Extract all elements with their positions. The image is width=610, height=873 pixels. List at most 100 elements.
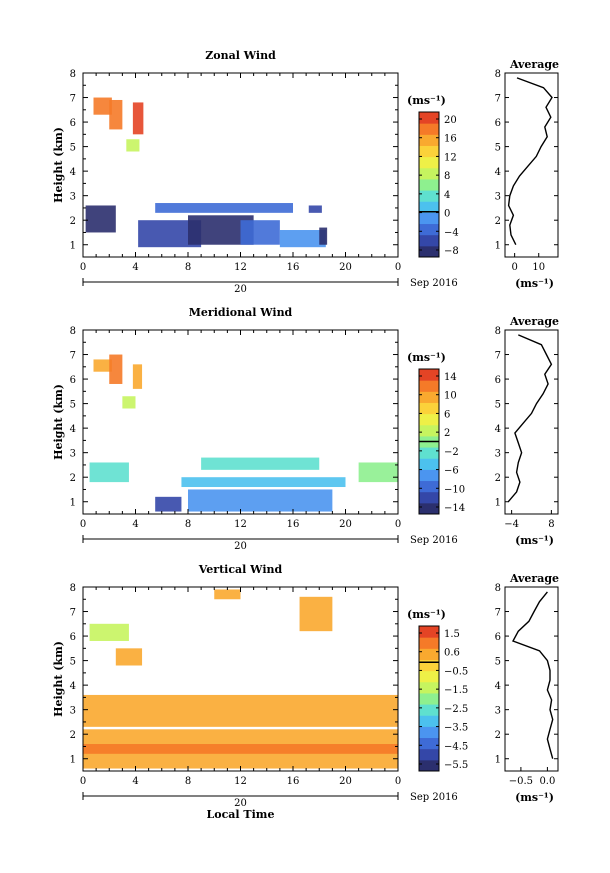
colorbar-swatch <box>419 391 439 403</box>
y-tick-label: 1 <box>70 498 76 509</box>
colorbar-swatch <box>419 123 439 135</box>
colorbar-swatch <box>419 715 439 727</box>
y-axis-label: Height (km) <box>52 641 65 717</box>
x-tick-label: 4 <box>132 519 138 530</box>
profile-y-tick-label: 5 <box>495 400 501 411</box>
profile-y-tick-label: 3 <box>495 706 501 717</box>
colorbar-swatch <box>419 201 439 213</box>
heatmap-cell <box>188 489 333 512</box>
y-tick-label: 2 <box>70 473 76 484</box>
y-tick-label: 8 <box>70 69 76 80</box>
profile-x-label: (ms⁻¹) <box>515 534 554 547</box>
y-tick-label: 4 <box>70 167 76 178</box>
profile-y-tick-label: 1 <box>495 755 501 766</box>
heatmap-cell <box>109 99 123 130</box>
colorbar-swatch <box>419 759 439 772</box>
colorbar-swatch <box>419 681 439 694</box>
profile-x-tick-label: 10 <box>532 262 545 273</box>
profile-title: Average <box>509 58 559 71</box>
heatmap-cell <box>115 648 143 666</box>
colorbar-swatch <box>419 704 439 716</box>
y-tick-label: 3 <box>70 449 76 460</box>
colorbar-tick-label: 16 <box>444 134 457 145</box>
profile-x-tick-label: −4 <box>504 519 519 530</box>
colorbar-swatch <box>419 112 439 124</box>
colorbar-swatch <box>419 491 439 504</box>
colorbar-tick-label: −2 <box>444 447 459 458</box>
colorbar-swatch <box>419 670 439 683</box>
heatmap-cell <box>201 457 320 470</box>
x-tick-label: 0 <box>80 262 86 273</box>
x-tick-label: 16 <box>287 776 300 787</box>
colorbar-unit: (ms⁻¹) <box>407 94 446 107</box>
y-tick-label: 7 <box>70 608 76 619</box>
colorbar-swatch <box>419 637 439 649</box>
y-tick-label: 6 <box>70 375 76 386</box>
colorbar-swatch <box>419 447 439 459</box>
period-label: Sep 2016 <box>410 535 458 546</box>
profile-y-tick-label: 6 <box>495 375 501 386</box>
heatmap-cell <box>214 589 241 600</box>
colorbar-tick-label: 0 <box>444 209 450 220</box>
x-tick-label: 16 <box>287 519 300 530</box>
heatmap-cells <box>85 97 328 248</box>
y-tick-label: 8 <box>70 583 76 594</box>
colorbar-swatch <box>419 480 439 493</box>
heatmap-cell <box>319 227 328 245</box>
period-label: Sep 2016 <box>410 278 458 289</box>
heatmap-cell <box>155 496 182 512</box>
heatmap-cell <box>93 97 112 115</box>
y-tick-label: 5 <box>70 400 76 411</box>
profile-y-tick-label: 6 <box>495 118 501 129</box>
x-tick-label: 20 <box>339 776 352 787</box>
colorbar-tick-label: −4 <box>444 227 459 238</box>
colorbar-tick-label: 1.5 <box>444 629 460 640</box>
profile-y-tick-label: 7 <box>495 94 501 105</box>
colorbar-swatch <box>419 458 439 470</box>
colorbar-tick-label: −4.5 <box>444 741 468 752</box>
colorbar-swatch <box>419 737 439 750</box>
y-tick-label: 1 <box>70 755 76 766</box>
colorbar-swatch <box>419 212 439 225</box>
x-tick-label: 0 <box>80 776 86 787</box>
profile-y-tick-label: 6 <box>495 632 501 643</box>
colorbar-swatch <box>419 134 439 146</box>
colorbar-tick-label: −3.5 <box>444 723 468 734</box>
colorbar-tick-label: −2.5 <box>444 704 468 715</box>
colorbar-tick-label: −8 <box>444 246 459 257</box>
profile-y-tick-label: 8 <box>495 326 501 337</box>
x-tick-label: 4 <box>132 776 138 787</box>
heatmap-cells <box>89 354 398 512</box>
colorbar-unit: (ms⁻¹) <box>407 351 446 364</box>
heatmap-cell <box>132 102 144 135</box>
heatmap-cell <box>93 359 112 372</box>
colorbar-swatch <box>419 156 439 169</box>
colorbar-tick-label: 10 <box>444 391 457 402</box>
colorbar-tick-label: 0.6 <box>444 648 460 659</box>
profile-y-tick-label: 4 <box>495 424 501 435</box>
heatmap-cell <box>83 744 398 754</box>
profile-y-tick-label: 1 <box>495 498 501 509</box>
profile-y-tick-label: 2 <box>495 473 501 484</box>
profile-line <box>507 334 553 503</box>
panel-title: Vertical Wind <box>198 563 283 576</box>
colorbar-swatch <box>419 190 439 202</box>
colorbar-tick-label: −5.5 <box>444 760 468 771</box>
colorbar-tick-label: −6 <box>444 466 459 477</box>
heatmap-cell <box>122 396 136 409</box>
colorbar-swatch <box>419 659 439 672</box>
heatmap-cell <box>308 205 322 213</box>
profile-title: Average <box>509 572 559 585</box>
x-tick-label: 12 <box>234 776 247 787</box>
heatmap-cell <box>83 694 398 727</box>
heatmap-cell <box>279 230 326 248</box>
colorbar-tick-label: −0.5 <box>444 666 468 677</box>
panel-title: Zonal Wind <box>205 49 276 62</box>
colorbar-tick-label: 20 <box>444 115 457 126</box>
heatmap-cell <box>109 354 123 384</box>
profile-frame <box>504 329 559 515</box>
y-tick-label: 7 <box>70 351 76 362</box>
x-tick-label: 0 <box>80 519 86 530</box>
profile-frame <box>504 72 559 258</box>
